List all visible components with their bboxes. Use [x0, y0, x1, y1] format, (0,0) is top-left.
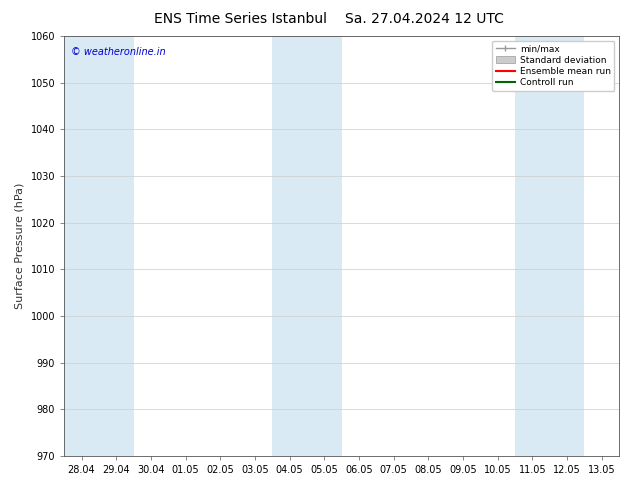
Bar: [64, 36, 99, 456]
Bar: [99, 36, 134, 456]
Bar: [550, 36, 585, 456]
Bar: [515, 36, 550, 456]
Text: © weatheronline.in: © weatheronline.in: [71, 47, 165, 57]
Bar: [272, 36, 307, 456]
Legend: min/max, Standard deviation, Ensemble mean run, Controll run: min/max, Standard deviation, Ensemble me…: [492, 41, 614, 91]
Bar: [307, 36, 342, 456]
Text: Sa. 27.04.2024 12 UTC: Sa. 27.04.2024 12 UTC: [346, 12, 504, 26]
Y-axis label: Surface Pressure (hPa): Surface Pressure (hPa): [15, 183, 25, 309]
Text: ENS Time Series Istanbul: ENS Time Series Istanbul: [155, 12, 327, 26]
